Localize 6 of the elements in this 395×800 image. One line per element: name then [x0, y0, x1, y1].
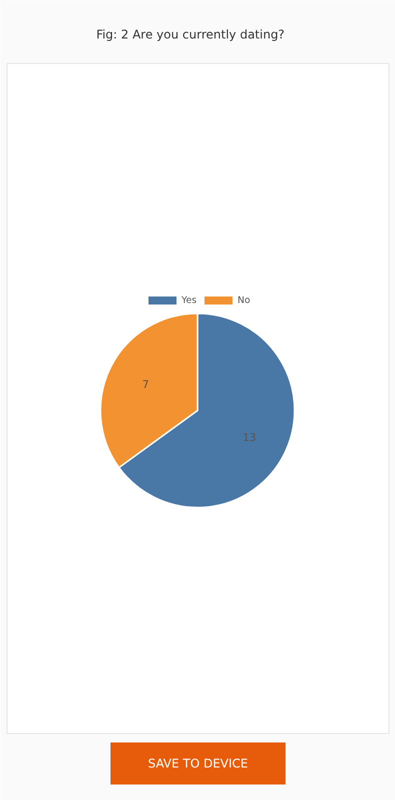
legend-label: No: [238, 295, 250, 306]
legend-label: Yes: [180, 295, 197, 306]
data-label: 13: [242, 430, 256, 444]
data-label: 7: [142, 378, 150, 392]
chart-title: Fig: 2 Are you currently dating?: [96, 28, 285, 42]
text: SAVE TO DEVICE: [148, 756, 248, 770]
